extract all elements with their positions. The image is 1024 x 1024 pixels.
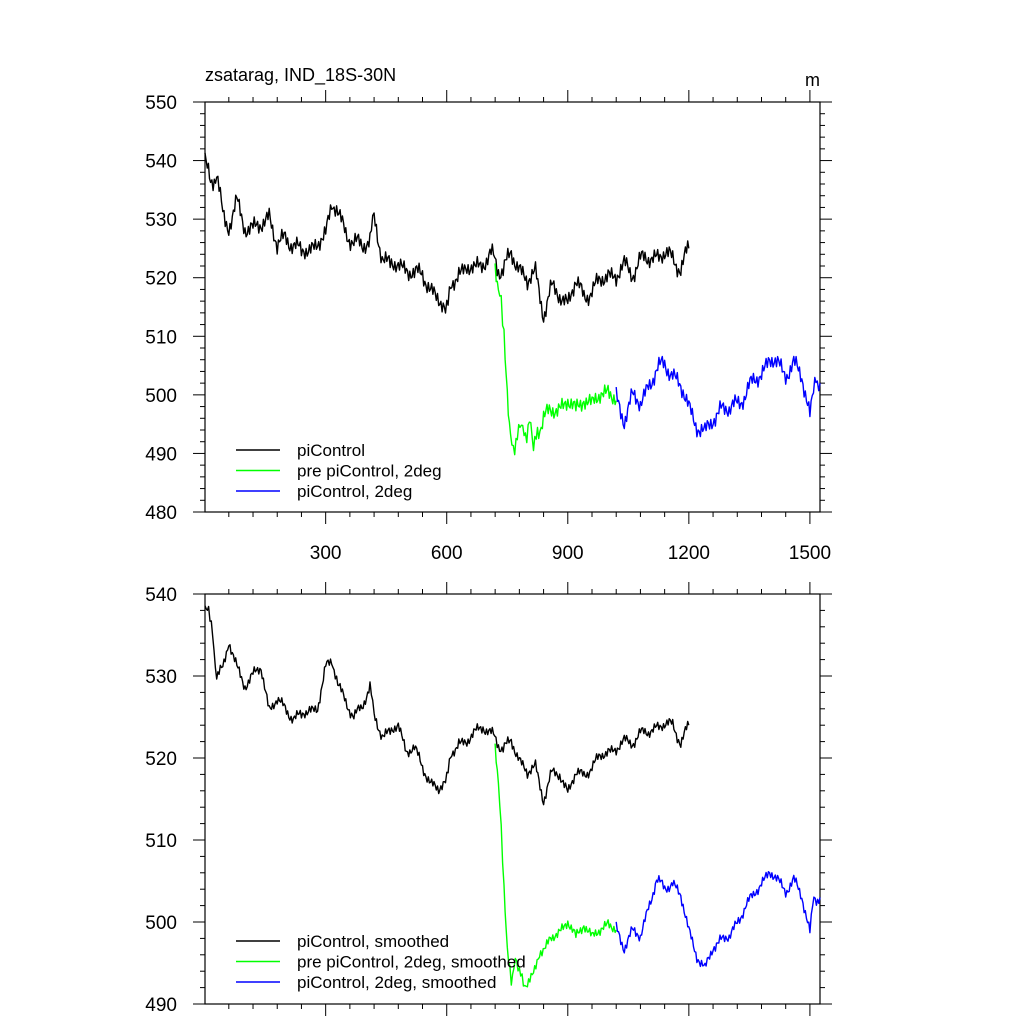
bottom-series-line-1 [204,605,690,806]
top-y-tick-label: 540 [145,152,177,173]
top-series-line-3 [615,355,821,438]
top-plot-frame [204,101,821,513]
top-y-tick-label: 480 [145,503,177,524]
top-panel-title: zsatarag, IND_18S-30N [205,65,396,86]
bottom-y-tick-label: 530 [145,667,177,688]
top-x-tick-label: 1500 [789,543,831,564]
bottom-legend-label: piControl, smoothed [297,932,449,951]
top-legend-label: piControl, 2deg [297,482,412,501]
top-y-tick-label: 510 [145,327,177,348]
top-x-tick-label: 900 [552,543,584,564]
top-panel: zsatarag, IND_18S-30N m 480 490 500 510 520 5… [145,65,832,564]
bottom-y-tick-label: 500 [145,913,177,934]
top-y-tick-label: 520 [145,269,177,290]
bottom-y-tick-label: 510 [145,831,177,852]
bottom-legend-label: piControl, 2deg, smoothed [297,973,496,992]
bottom-y-tick-label: 520 [145,749,177,770]
top-y-tick-label: 530 [145,210,177,231]
bottom-y-tick-label: 540 [145,585,177,606]
bottom-panel: 490 500 510 520 530 540 piControl, smoothed pre… [145,582,832,1016]
bottom-legend-label: pre piControl, 2deg, smoothed [297,953,526,972]
bottom-series-line-2 [494,743,617,988]
top-y-tick-label: 490 [145,444,177,465]
top-legend-label: pre piControl, 2deg [297,462,442,481]
bottom-y-tick-label: 490 [145,995,177,1016]
top-x-tick-label: 1200 [668,543,710,564]
top-series-line-2 [494,263,617,456]
units-label: m [805,70,820,90]
top-y-tick-label: 550 [145,93,177,114]
bottom-plot-frame [204,593,821,1005]
top-legend-label: piControl [297,441,365,460]
top-series-line-1 [204,152,690,323]
top-y-tick-label: 500 [145,386,177,407]
bottom-series-line-3 [615,871,821,968]
top-x-tick-label: 300 [310,543,342,564]
top-x-tick-label: 600 [431,543,463,564]
